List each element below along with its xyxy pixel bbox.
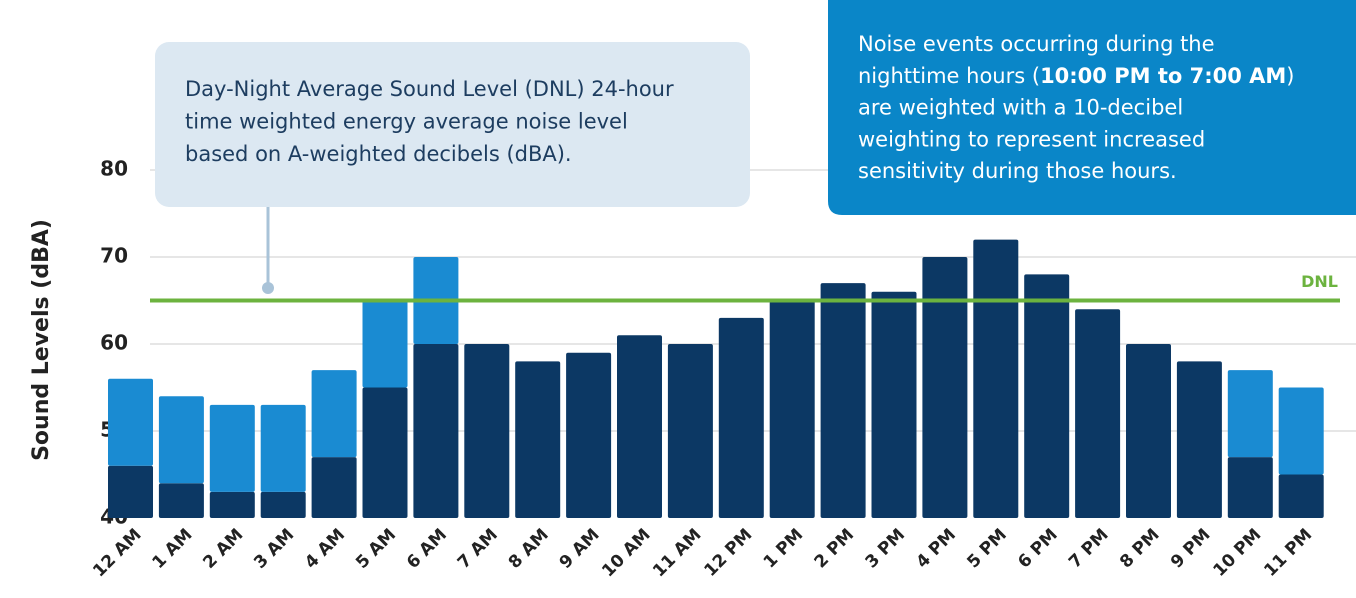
bar: [362, 387, 408, 518]
annotation-text: weighting to represent increased: [858, 127, 1205, 151]
annotation-text: are weighted with a 10-decibel: [858, 96, 1183, 120]
bar: [158, 396, 204, 484]
x-tick-label: 6 PM: [1014, 525, 1061, 572]
bar: [464, 344, 510, 518]
x-tick-label: 7 PM: [1065, 525, 1112, 572]
plot: 405060708012 AM1 AM2 AM3 AM4 AM5 AM6 AM7…: [89, 157, 1356, 581]
callout-dot: [262, 282, 274, 294]
annotation-text: nighttime hours (: [858, 64, 1040, 88]
annotation-line: are weighted with a 10-decibel: [858, 96, 1183, 120]
annotation-line: nighttime hours (10:00 PM to 7:00 AM): [858, 64, 1295, 88]
x-tick-label: 6 AM: [403, 525, 451, 573]
bar: [973, 239, 1019, 518]
bar: [1227, 457, 1273, 518]
x-tick-label: 11 PM: [1260, 525, 1316, 581]
callout-box: [155, 42, 750, 207]
x-tick-label: 3 AM: [250, 525, 298, 573]
bar: [108, 378, 153, 466]
annotation-line: sensitivity during those hours.: [858, 159, 1177, 183]
bar: [871, 291, 917, 518]
x-tick-label: 5 AM: [352, 525, 400, 573]
x-tick-label: 9 PM: [1167, 525, 1214, 572]
bar: [362, 300, 408, 388]
bar: [1024, 274, 1070, 518]
x-tick-label: 7 AM: [454, 525, 502, 573]
x-tick-label: 9 AM: [556, 525, 604, 573]
bar: [1278, 387, 1324, 475]
bar: [158, 483, 204, 518]
x-tick-label: 12 AM: [89, 525, 145, 581]
annotation-text: based on A-weighted decibels (dBA).: [185, 142, 572, 166]
bar: [617, 335, 662, 518]
bar: [769, 300, 815, 518]
bar: [1126, 344, 1171, 518]
x-tick-label: 4 AM: [301, 525, 349, 573]
bar: [515, 361, 561, 518]
bar: [1075, 309, 1121, 518]
bar: [260, 491, 306, 518]
bar: [209, 491, 255, 518]
x-tick-label: 10 AM: [598, 525, 654, 581]
bar: [108, 465, 153, 518]
annotation-line: Day-Night Average Sound Level (DNL) 24-h…: [185, 77, 674, 101]
x-tick-label: 8 PM: [1116, 525, 1163, 572]
annotation-text: Day-Night Average Sound Level (DNL) 24-h…: [185, 77, 674, 101]
x-tick-label: 2 PM: [811, 525, 858, 572]
annotation-line: Noise events occurring during the: [858, 32, 1215, 56]
annotation-text: time weighted energy average noise level: [185, 110, 628, 134]
bar: [667, 344, 713, 518]
bar: [1227, 370, 1273, 458]
annotation-line: weighting to represent increased: [858, 127, 1205, 151]
bar: [1278, 474, 1324, 518]
x-tick-label: 12 PM: [701, 525, 757, 581]
bar: [820, 283, 866, 518]
annotation-line: based on A-weighted decibels (dBA).: [185, 142, 572, 166]
bar: [311, 457, 357, 518]
reference-label: DNL: [1301, 272, 1338, 291]
y-tick-label: 70: [100, 244, 128, 268]
y-axis-title: Sound Levels (dBA): [29, 219, 54, 461]
annotation-text: sensitivity during those hours.: [858, 159, 1177, 183]
bar: [260, 404, 306, 492]
bar: [413, 344, 459, 518]
annotation-line: time weighted energy average noise level: [185, 110, 628, 134]
bar: [311, 370, 357, 458]
x-tick-label: 10 PM: [1210, 525, 1266, 581]
bar: [1176, 361, 1222, 518]
x-tick-label: 11 AM: [649, 525, 705, 581]
bar: [566, 352, 612, 518]
bar: [922, 257, 968, 518]
callout-box: [828, 0, 1356, 215]
bar: [718, 317, 764, 518]
x-tick-label: 2 AM: [199, 525, 247, 573]
y-tick-label: 80: [100, 157, 128, 181]
x-tick-label: 4 PM: [913, 525, 960, 572]
y-tick-label: 60: [100, 331, 128, 355]
x-tick-label: 3 PM: [862, 525, 909, 572]
bar: [209, 404, 255, 492]
x-tick-label: 1 PM: [760, 525, 807, 572]
annotation-text: ): [1286, 64, 1294, 88]
annotation-text: 10:00 PM to 7:00 AM: [1040, 64, 1286, 88]
x-tick-label: 8 AM: [505, 525, 553, 573]
x-tick-label: 5 PM: [963, 525, 1010, 572]
x-tick-label: 1 AM: [149, 525, 197, 573]
annotation-text: Noise events occurring during the: [858, 32, 1215, 56]
